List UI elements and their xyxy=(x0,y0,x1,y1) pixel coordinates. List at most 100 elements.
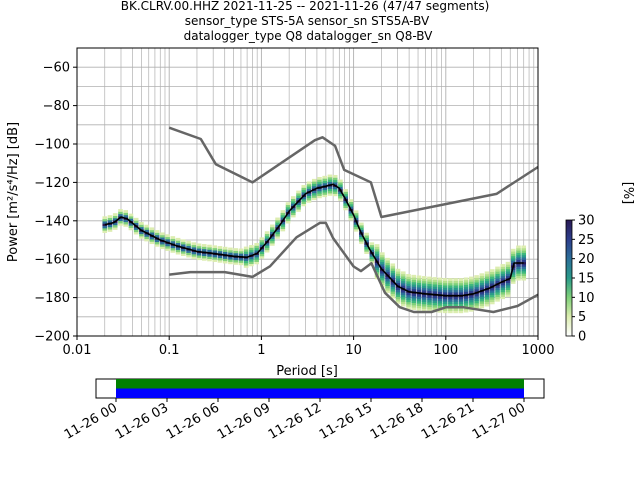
density-cell xyxy=(516,254,521,258)
density-cell xyxy=(139,233,144,237)
density-cell xyxy=(285,209,291,212)
density-cell xyxy=(453,308,458,311)
density-cell xyxy=(495,285,500,288)
density-cell xyxy=(380,252,385,256)
density-cell xyxy=(421,283,427,286)
density-cell xyxy=(322,180,328,184)
density-cell xyxy=(186,250,191,253)
density-cell xyxy=(238,248,244,252)
density-cell xyxy=(448,310,453,314)
density-cell xyxy=(406,287,411,291)
density-cell xyxy=(353,224,359,228)
density-cell xyxy=(222,256,228,259)
density-cell xyxy=(311,197,317,201)
density-cell xyxy=(380,277,385,281)
density-cell xyxy=(264,235,270,239)
density-cell xyxy=(249,245,254,248)
density-cell xyxy=(154,239,160,243)
density-cell xyxy=(437,282,443,286)
density-cell xyxy=(469,297,474,301)
density-cell xyxy=(479,296,485,300)
density-cell xyxy=(416,307,422,311)
density-cell xyxy=(406,301,411,305)
density-cell xyxy=(458,291,464,295)
density-cell xyxy=(500,273,506,277)
timeline-tick-label: 11-26 18 xyxy=(368,400,426,442)
density-cell xyxy=(290,196,296,199)
density-cell xyxy=(453,301,458,304)
density-cell xyxy=(521,247,527,251)
density-cell xyxy=(207,256,212,260)
density-cell xyxy=(317,183,322,187)
density-cell xyxy=(432,304,437,308)
density-cell xyxy=(448,303,453,307)
density-cell xyxy=(421,285,427,289)
density-cell xyxy=(296,209,301,212)
density-cell xyxy=(296,195,301,199)
density-cell xyxy=(112,217,118,221)
density-cell xyxy=(400,296,406,300)
density-cell xyxy=(301,191,307,195)
density-cell xyxy=(385,257,390,261)
density-cell xyxy=(359,238,364,242)
density-cell xyxy=(505,284,511,288)
density-cell xyxy=(270,240,275,244)
density-cell xyxy=(233,252,238,256)
density-cell xyxy=(322,187,328,191)
density-cell xyxy=(102,223,108,227)
density-cell xyxy=(432,277,437,280)
density-cell xyxy=(463,302,469,306)
density-cell xyxy=(165,245,170,249)
density-cell xyxy=(421,308,427,312)
density-cell xyxy=(243,248,249,252)
density-cell xyxy=(385,267,390,270)
density-cell xyxy=(521,257,527,260)
chart-title-line-3: datalogger_type Q8 datalogger_sn Q8-BV xyxy=(184,29,434,43)
density-cell xyxy=(385,285,390,289)
density-cell xyxy=(427,285,432,289)
density-cell xyxy=(290,214,296,218)
density-cell xyxy=(458,298,464,302)
density-cell xyxy=(442,280,448,284)
density-cell xyxy=(353,215,359,218)
density-cell xyxy=(322,189,328,193)
density-cell xyxy=(411,284,417,287)
density-cell xyxy=(107,217,113,221)
colorbar-tick-label: 25 xyxy=(578,233,595,248)
density-cell xyxy=(406,276,411,280)
density-cell xyxy=(207,258,212,262)
density-cell xyxy=(521,245,527,249)
density-cell xyxy=(489,287,495,291)
density-cell xyxy=(448,287,453,291)
density-cell xyxy=(416,275,422,279)
density-cell xyxy=(201,244,207,247)
density-cell xyxy=(301,203,307,207)
density-cell xyxy=(348,203,354,207)
density-cell xyxy=(510,274,516,277)
density-cell xyxy=(259,255,265,259)
density-cell xyxy=(505,282,511,286)
density-cell xyxy=(243,253,249,257)
density-cell xyxy=(448,282,453,286)
density-cell xyxy=(380,270,385,274)
timeline-tick-label: 11-26 21 xyxy=(419,400,477,442)
density-cell xyxy=(222,249,228,252)
density-cell xyxy=(175,249,181,253)
density-cell xyxy=(201,257,207,261)
density-cell xyxy=(364,232,369,236)
density-cell xyxy=(332,193,338,197)
density-cell xyxy=(516,270,521,274)
density-cell xyxy=(495,291,500,295)
density-cell xyxy=(123,210,129,213)
density-cell xyxy=(102,227,108,231)
density-cell xyxy=(390,263,396,267)
density-cell xyxy=(243,265,249,268)
density-cell xyxy=(112,222,118,226)
density-cell xyxy=(469,304,474,308)
density-cell xyxy=(369,246,375,250)
density-cell xyxy=(411,286,417,290)
density-cell xyxy=(186,240,191,244)
density-cells xyxy=(102,174,527,314)
density-cell xyxy=(306,199,312,203)
density-cell xyxy=(280,223,286,227)
